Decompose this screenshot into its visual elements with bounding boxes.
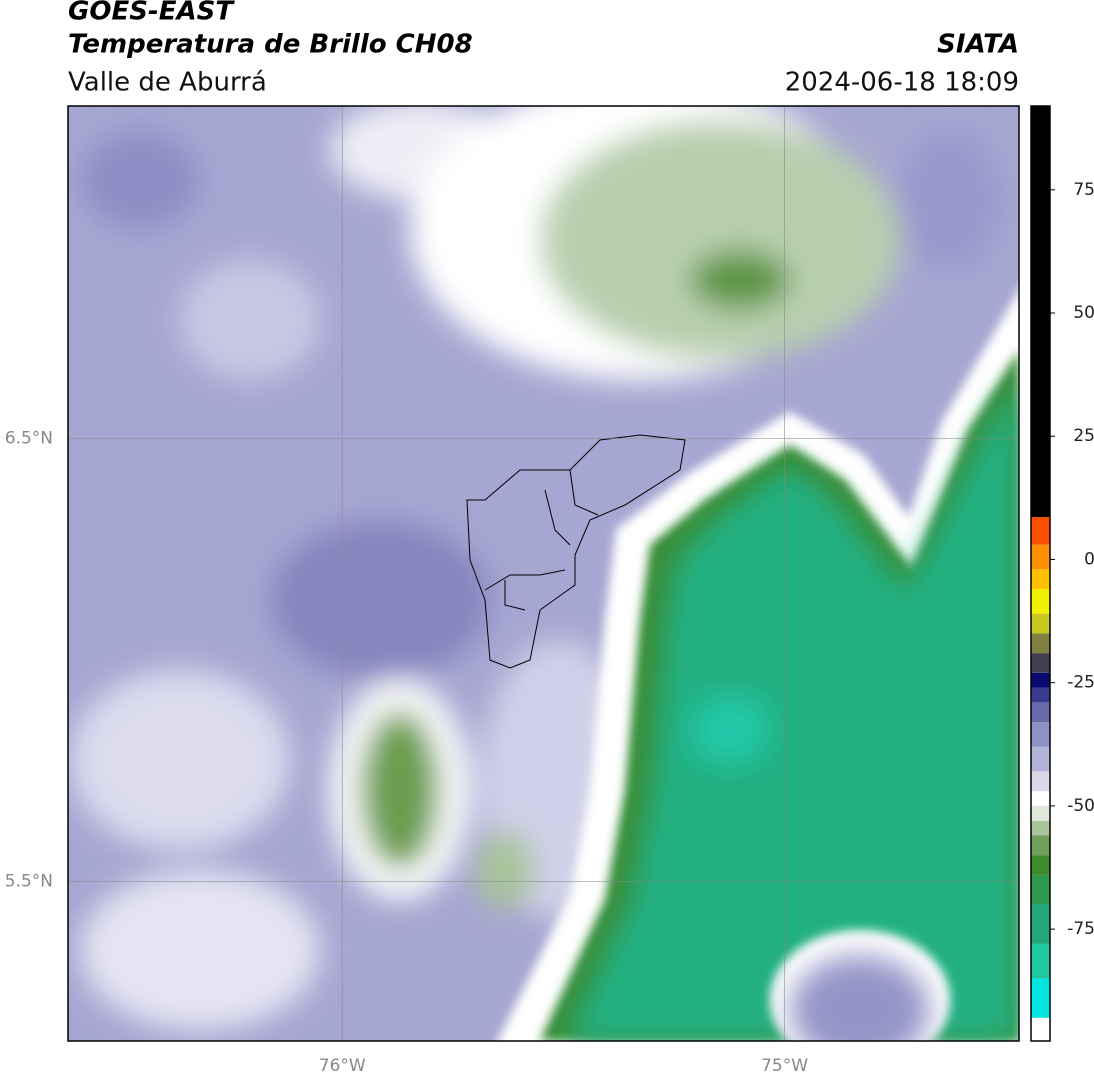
- colorbar-tick-label: 0: [1084, 549, 1094, 569]
- colorbar-level: [1031, 106, 1050, 518]
- map-field: [68, 106, 1019, 1041]
- map-frame: [67, 105, 1020, 1042]
- colorbar-level: [1031, 569, 1050, 590]
- colorbar-level: [1031, 820, 1050, 836]
- colorbar-level: [1031, 722, 1050, 747]
- title: GOES-EAST: [68, 0, 235, 27]
- colorbar-level: [1031, 943, 1050, 979]
- colorbar-level: [1031, 613, 1050, 634]
- colorbar-tick-label: 25: [1073, 426, 1094, 446]
- colorbar-frame: [1030, 105, 1051, 1042]
- y-tick-label: 6.5°N: [5, 428, 53, 448]
- colorbar-tick-label: -25: [1067, 673, 1094, 693]
- colorbar-tick-label: -75: [1067, 919, 1094, 939]
- x-tick-label: 76°W: [319, 1056, 366, 1076]
- colorbar-level: [1031, 746, 1050, 772]
- x-tick-label: 75°W: [761, 1056, 808, 1076]
- colorbar-level: [1031, 633, 1050, 654]
- colorbar-level: [1031, 978, 1050, 1018]
- colorbar-level: [1031, 687, 1050, 703]
- colorbar-level: [1031, 653, 1050, 673]
- municipal-boundaries: [466, 434, 686, 669]
- source: SIATA: [937, 30, 1019, 60]
- region: Valle de Aburrá: [68, 68, 267, 98]
- colorbar-level: [1031, 517, 1050, 545]
- colorbar-level: [1031, 791, 1050, 806]
- colorbar-tick-label: 75: [1073, 180, 1094, 200]
- colorbar-level: [1031, 855, 1050, 875]
- datetime: 2024-06-18 18:09: [785, 68, 1019, 98]
- colorbar-tick-label: -50: [1067, 796, 1094, 816]
- colorbar-level: [1031, 771, 1050, 792]
- colorbar-level: [1031, 904, 1050, 944]
- colorbar-level: [1031, 874, 1050, 905]
- colorbar-level: [1031, 589, 1050, 614]
- y-tick-label: 5.5°N: [5, 871, 53, 891]
- colorbar-level: [1031, 702, 1050, 723]
- colorbar-level: [1031, 672, 1050, 688]
- colorbar-level: [1031, 835, 1050, 856]
- colorbar-tick-label: 50: [1073, 303, 1094, 323]
- colorbar-level: [1031, 544, 1050, 570]
- subtitle: Temperatura de Brillo CH08: [68, 30, 473, 60]
- colorbar-level: [1031, 805, 1050, 821]
- municipal-boundaries: [484, 469, 599, 611]
- colorbar-level: [1031, 1017, 1050, 1041]
